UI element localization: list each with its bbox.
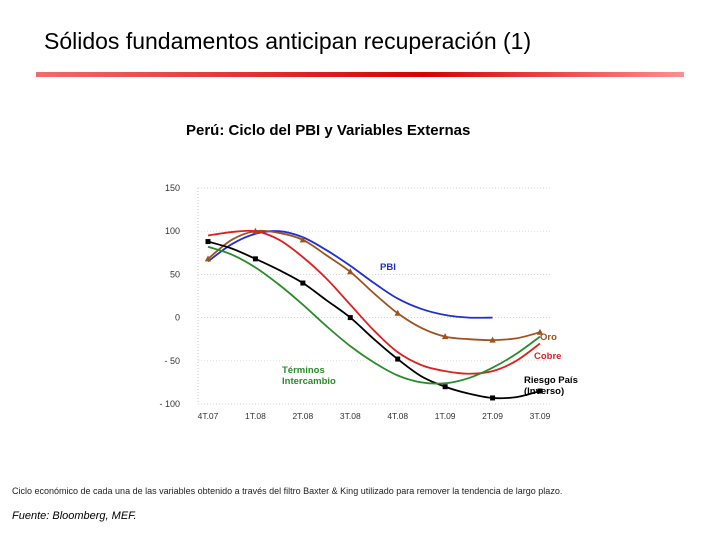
data-point-riesgo-pais-inverso (347, 315, 353, 321)
series-label-riesgo-pais-inverso: (Inverso) (524, 386, 564, 397)
series-label-cobre: Cobre (534, 351, 561, 362)
series-label-oro: Oro (540, 332, 557, 343)
data-point-oro (204, 255, 212, 262)
source-note: Fuente: Bloomberg, MEF. (12, 510, 137, 522)
series-line-cobre (207, 229, 541, 375)
series-label-terminos-intercambio: Términos (282, 365, 325, 376)
data-point-riesgo-pais-inverso (300, 280, 306, 286)
data-point-oro (299, 236, 307, 243)
y-tick-label: 50 (170, 269, 180, 279)
x-tick-label: 1T.08 (245, 411, 266, 421)
data-point-riesgo-pais-inverso (490, 395, 496, 401)
series-line-pbi (207, 230, 493, 319)
data-point-oro (536, 328, 544, 335)
x-tick-label: 4T.07 (198, 411, 219, 421)
data-point-riesgo-pais-inverso (442, 384, 448, 390)
series-line-riesgo-pais-inverso (207, 240, 541, 400)
data-point-oro (489, 336, 496, 343)
x-tick-label: 3T.08 (340, 411, 361, 421)
series-line-oro (207, 229, 541, 341)
x-tick-label: 1T.09 (435, 411, 456, 421)
y-tick-label: 0 (175, 313, 180, 323)
data-point-oro (394, 309, 401, 316)
y-tick-label: - 100 (159, 399, 180, 409)
series-label-riesgo-pais-inverso: Riesgo País (524, 375, 578, 386)
line-chart: 150 100 50 0 - 50 - 100 4T.07 1T.08 2T.08 3T.08 4T… (159, 183, 578, 421)
x-tick-label: 2T.09 (482, 411, 503, 421)
title-underline (36, 72, 684, 77)
x-tick-label: 3T.09 (530, 411, 551, 421)
data-point-riesgo-pais-inverso (252, 256, 258, 262)
footnote: Ciclo económico de cada una de las varia… (12, 486, 563, 496)
data-point-oro (441, 333, 449, 340)
data-point-riesgo-pais-inverso (205, 239, 211, 245)
series-line-terminos-intercambio (207, 245, 541, 385)
x-tick-label: 2T.08 (292, 411, 313, 421)
y-tick-label: - 50 (164, 356, 180, 366)
data-point-oro (347, 268, 354, 275)
data-point-riesgo-pais-inverso (537, 388, 543, 394)
x-tick-label: 4T.08 (387, 411, 408, 421)
y-tick-label: 150 (165, 183, 180, 193)
y-tick-label: 100 (165, 226, 180, 236)
chart-title: Perú: Ciclo del PBI y Variables Externas (186, 122, 471, 139)
series-label-pbi: PBI (380, 262, 396, 273)
slide-title: Sólidos fundamentos anticipan recuperaci… (44, 28, 532, 54)
series-label-terminos-intercambio: Intercambio (282, 376, 336, 387)
data-point-riesgo-pais-inverso (395, 356, 401, 362)
